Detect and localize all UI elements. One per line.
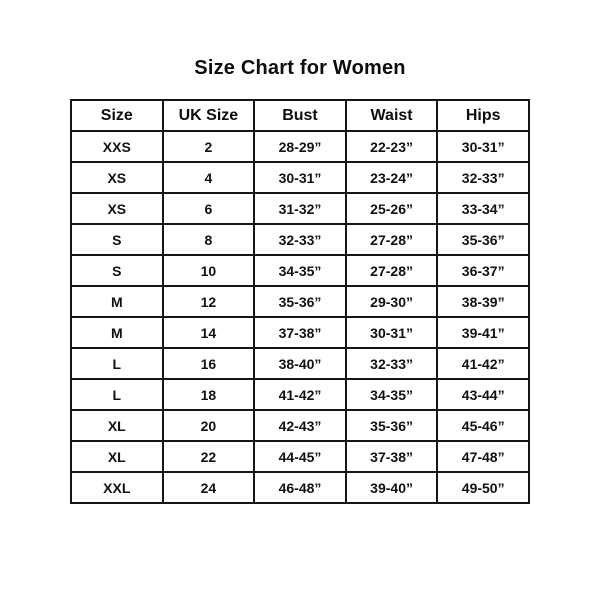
table-cell: 32-33” bbox=[253, 223, 347, 256]
table-cell: 35-36” bbox=[436, 223, 530, 256]
table-cell: 41-42” bbox=[436, 347, 530, 380]
table-row: L 16 38-40” 32-33” 41-42” bbox=[70, 347, 530, 380]
table-cell: M bbox=[70, 285, 164, 318]
table-cell: 32-33” bbox=[344, 347, 439, 380]
table-row: XXL 24 46-48” 39-40” 49-50” bbox=[70, 471, 530, 504]
table-cell: 12 bbox=[161, 285, 256, 318]
table-cell: 16 bbox=[161, 347, 256, 380]
table-cell: S bbox=[70, 223, 164, 256]
column-header: Waist bbox=[344, 99, 439, 132]
header-row: Size UK Size Bust Waist Hips bbox=[70, 99, 530, 132]
table-cell: 10 bbox=[161, 254, 256, 287]
column-header: Bust bbox=[253, 99, 347, 132]
table-cell: 42-43” bbox=[253, 409, 347, 442]
table-cell: 29-30” bbox=[344, 285, 439, 318]
table-cell: 49-50” bbox=[436, 471, 530, 504]
table-row: L 18 41-42” 34-35” 43-44” bbox=[70, 378, 530, 411]
table-cell: 41-42” bbox=[253, 378, 347, 411]
table-cell: XXS bbox=[70, 130, 164, 163]
table-cell: XS bbox=[70, 192, 164, 225]
table-cell: 27-28” bbox=[344, 223, 439, 256]
table-row: S 10 34-35” 27-28” 36-37” bbox=[70, 254, 530, 287]
table-cell: XL bbox=[70, 440, 164, 473]
table-cell: 30-31” bbox=[436, 130, 530, 163]
table-cell: 37-38” bbox=[344, 440, 439, 473]
table-cell: 44-45” bbox=[253, 440, 347, 473]
table-cell: 36-37” bbox=[436, 254, 530, 287]
table-cell: 39-41” bbox=[436, 316, 530, 349]
table-cell: 35-36” bbox=[253, 285, 347, 318]
table-cell: 4 bbox=[161, 161, 256, 194]
table-cell: 30-31” bbox=[253, 161, 347, 194]
table-row: XXS 2 28-29” 22-23” 30-31” bbox=[70, 130, 530, 163]
table-cell: 24 bbox=[161, 471, 256, 504]
table-cell: 22-23” bbox=[344, 130, 439, 163]
table-cell: 14 bbox=[161, 316, 256, 349]
table-cell: 20 bbox=[161, 409, 256, 442]
table-cell: 32-33” bbox=[436, 161, 530, 194]
column-header: Hips bbox=[436, 99, 530, 132]
table-row: S 8 32-33” 27-28” 35-36” bbox=[70, 223, 530, 256]
table-cell: 8 bbox=[161, 223, 256, 256]
table-row: XL 22 44-45” 37-38” 47-48” bbox=[70, 440, 530, 473]
table-cell: 38-39” bbox=[436, 285, 530, 318]
table-cell: 43-44” bbox=[436, 378, 530, 411]
table-row: M 12 35-36” 29-30” 38-39” bbox=[70, 285, 530, 318]
table-cell: L bbox=[70, 378, 164, 411]
table-cell: 47-48” bbox=[436, 440, 530, 473]
table-row: XS 4 30-31” 23-24” 32-33” bbox=[70, 161, 530, 194]
column-header: UK Size bbox=[161, 99, 256, 132]
table-cell: XL bbox=[70, 409, 164, 442]
table-cell: 25-26” bbox=[344, 192, 439, 225]
table-row: XS 6 31-32” 25-26” 33-34” bbox=[70, 192, 530, 225]
table-cell: 30-31” bbox=[344, 316, 439, 349]
table-cell: M bbox=[70, 316, 164, 349]
table-cell: 2 bbox=[161, 130, 256, 163]
table-cell: 37-38” bbox=[253, 316, 347, 349]
table-cell: 38-40” bbox=[253, 347, 347, 380]
page-title: Size Chart for Women bbox=[194, 57, 406, 79]
table-cell: 18 bbox=[161, 378, 256, 411]
table-cell: 23-24” bbox=[344, 161, 439, 194]
table-cell: XXL bbox=[70, 471, 164, 504]
table-cell: 34-35” bbox=[253, 254, 347, 287]
table-cell: 33-34” bbox=[436, 192, 530, 225]
table-cell: 27-28” bbox=[344, 254, 439, 287]
table-body: XXS 2 28-29” 22-23” 30-31” XS 4 30-31” 23-24” 32-… bbox=[70, 130, 530, 504]
table-cell: 45-46” bbox=[436, 409, 530, 442]
size-chart-table: Size UK Size Bust Waist Hips XXS 2 28-29” 22-23… bbox=[70, 99, 530, 504]
table-cell: 34-35” bbox=[344, 378, 439, 411]
table-cell: 35-36” bbox=[344, 409, 439, 442]
table-cell: 31-32” bbox=[253, 192, 347, 225]
table-cell: 39-40” bbox=[344, 471, 439, 504]
table-cell: 22 bbox=[161, 440, 256, 473]
table-cell: XS bbox=[70, 161, 164, 194]
table-cell: 28-29” bbox=[253, 130, 347, 163]
table-row: M 14 37-38” 30-31” 39-41” bbox=[70, 316, 530, 349]
table-cell: 46-48” bbox=[253, 471, 347, 504]
table-cell: S bbox=[70, 254, 164, 287]
table-row: XL 20 42-43” 35-36” 45-46” bbox=[70, 409, 530, 442]
column-header: Size bbox=[70, 99, 164, 132]
table-cell: L bbox=[70, 347, 164, 380]
table-cell: 6 bbox=[161, 192, 256, 225]
table-header: Size UK Size Bust Waist Hips bbox=[70, 99, 530, 132]
